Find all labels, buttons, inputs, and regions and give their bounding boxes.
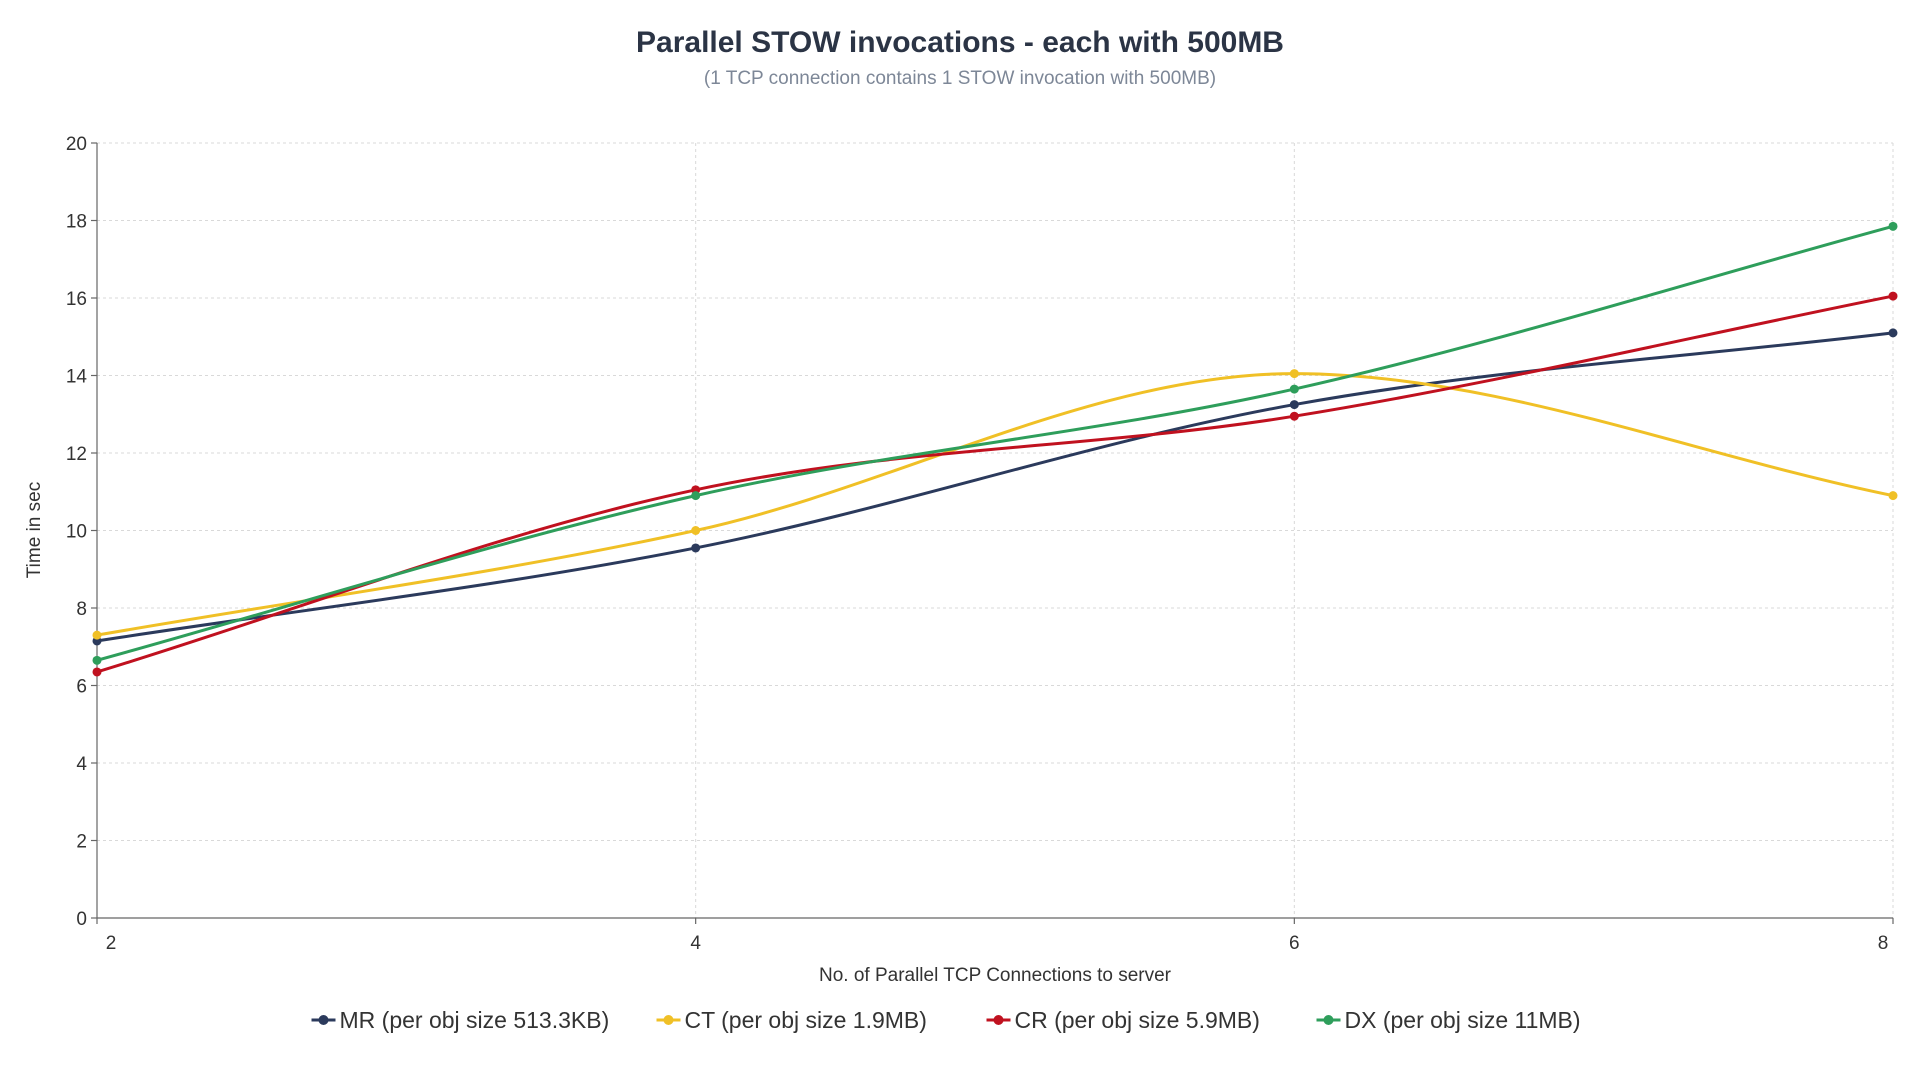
data-point[interactable]	[1888, 328, 1898, 338]
data-point[interactable]	[1289, 384, 1299, 394]
data-point[interactable]	[691, 526, 701, 535]
legend-marker-dot	[993, 1015, 1004, 1025]
data-point[interactable]	[92, 630, 102, 640]
legend-label: CR (per obj size 5.9MB)	[1015, 1007, 1260, 1033]
data-point[interactable]	[92, 667, 102, 677]
series-line-3	[96, 224, 1894, 662]
data-point[interactable]	[1888, 221, 1898, 231]
series-line-0	[96, 331, 1894, 643]
chart-title: Parallel STOW invocations - each with 50…	[636, 26, 1284, 59]
series-points	[92, 221, 1898, 677]
x-tick-label: 4	[690, 933, 701, 954]
legend-label: DX (per obj size 11MB)	[1345, 1007, 1581, 1033]
y-tick-label: 2	[76, 832, 87, 853]
data-point[interactable]	[1289, 411, 1299, 421]
legend: MR (per obj size 513.3KB) CT (per obj siz…	[311, 1007, 1581, 1033]
y-tick-label: 6	[76, 677, 87, 698]
legend-item[interactable]: MR (per obj size 513.3KB)	[311, 1007, 610, 1033]
legend-marker-dot	[663, 1015, 674, 1025]
y-axis-label: Time in sec	[24, 482, 45, 578]
series-lines	[96, 224, 1894, 674]
legend-item[interactable]: CT (per obj size 1.9MB)	[656, 1007, 927, 1033]
y-tick-label: 8	[76, 599, 87, 620]
y-tick-label: 14	[66, 367, 88, 388]
series-line-1	[96, 372, 1894, 637]
y-tick-label: 18	[66, 212, 87, 233]
data-point[interactable]	[1888, 491, 1898, 501]
y-axis-ticks: 0 2 4 6 8 10 12 14 16 18 20	[66, 134, 97, 930]
data-point[interactable]	[1888, 291, 1898, 301]
legend-marker-dot	[1323, 1015, 1334, 1025]
data-point[interactable]	[691, 491, 701, 501]
legend-marker-dot	[318, 1015, 329, 1025]
x-tick-label: 8	[1878, 933, 1889, 954]
data-point[interactable]	[1289, 369, 1299, 379]
series-line-2	[96, 294, 1894, 674]
x-tick-label: 6	[1289, 933, 1300, 954]
legend-item[interactable]: DX (per obj size 11MB)	[1316, 1007, 1581, 1033]
legend-label: CT (per obj size 1.9MB)	[685, 1007, 927, 1033]
x-axis-label: No. of Parallel TCP Connections to serve…	[819, 965, 1172, 986]
y-tick-label: 12	[66, 444, 87, 465]
y-tick-label: 4	[76, 754, 87, 775]
x-tick-label: 2	[106, 933, 117, 954]
y-tick-label: 20	[66, 134, 87, 155]
chart-subtitle: (1 TCP connection contains 1 STOW invoca…	[704, 68, 1216, 89]
grid	[97, 142, 1894, 918]
y-tick-label: 16	[66, 289, 87, 310]
legend-label: MR (per obj size 513.3KB)	[340, 1007, 610, 1033]
y-tick-label: 10	[66, 522, 87, 543]
data-point[interactable]	[1289, 400, 1299, 410]
data-point[interactable]	[92, 655, 102, 665]
x-axis-ticks: 2 4 6 8	[96, 918, 1894, 954]
data-point[interactable]	[691, 543, 701, 553]
legend-item[interactable]: CR (per obj size 5.9MB)	[986, 1007, 1260, 1033]
y-tick-label: 0	[76, 909, 87, 930]
